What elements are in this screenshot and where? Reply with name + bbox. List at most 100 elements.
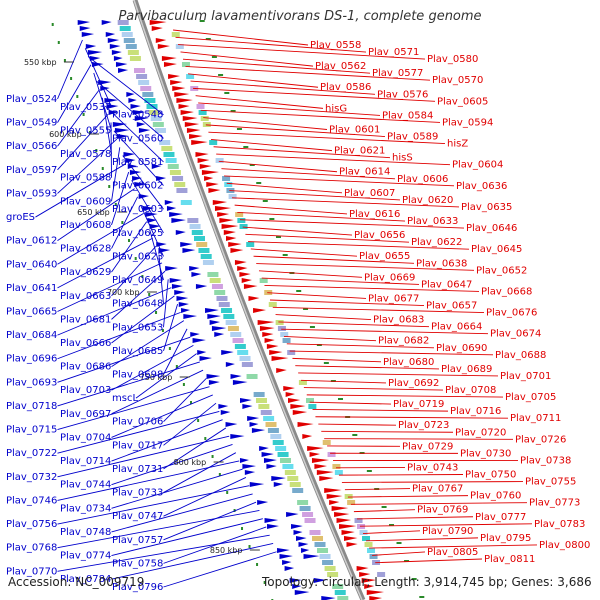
genome-summary: Topology: circular; Length: 3,914,745 bp… <box>262 575 592 589</box>
leader-line-forward <box>289 350 494 356</box>
forward-gene <box>336 518 352 523</box>
cog-block <box>369 554 378 559</box>
cog-block <box>241 362 253 367</box>
gene-label-forward: Plav_0580 <box>427 54 478 65</box>
forward-gene <box>206 182 219 187</box>
leader-line-forward <box>362 530 421 534</box>
leader-line-forward <box>256 263 475 271</box>
cog-block <box>146 104 158 109</box>
leader-line-forward <box>375 558 483 564</box>
leader-line-forward <box>283 336 377 342</box>
gene-label-reverse: Plav_0524 <box>6 94 57 105</box>
gene-label-reverse: Plav_0649 <box>112 275 163 286</box>
reverse-gene <box>273 482 284 487</box>
leader-line-forward <box>281 328 489 335</box>
gc-tick <box>189 401 192 404</box>
leader-line-forward <box>229 190 401 201</box>
gene-label-forward: Plav_0594 <box>442 117 493 128</box>
reverse-gene <box>206 374 221 379</box>
cog-block <box>332 584 344 589</box>
cog-block <box>171 32 180 37</box>
gc-tick <box>82 113 85 116</box>
forward-gene <box>359 572 371 577</box>
reverse-gene <box>166 206 177 211</box>
gene-label-reverse: Plav_0796 <box>112 582 163 593</box>
gene-label-reverse: Plav_0641 <box>6 283 57 294</box>
leader-line-forward <box>245 233 410 243</box>
forward-gene <box>214 206 232 211</box>
cog-block <box>121 32 133 37</box>
leader-line-forward <box>350 502 528 505</box>
cog-block <box>255 398 267 403</box>
forward-gene <box>356 566 369 571</box>
gene-label-forward: Plav_0652 <box>476 265 527 276</box>
cog-block <box>181 62 190 67</box>
forward-gene <box>319 476 334 481</box>
reverse-gene <box>293 530 303 535</box>
reverse-gene <box>107 38 120 43</box>
reverse-gene <box>138 128 151 133</box>
forward-gene <box>178 104 190 109</box>
gene-label-reverse: mscL <box>112 393 138 404</box>
gene-label-forward: Plav_0669 <box>364 272 415 283</box>
leader-line-reverse <box>111 196 139 249</box>
reverse-gene <box>209 320 221 325</box>
gene-label-reverse: Plav_0685 <box>112 346 163 357</box>
reverse-gene <box>197 350 207 355</box>
cog-block <box>324 566 336 571</box>
forward-gene <box>241 278 252 283</box>
gene-label-forward: Plav_0601 <box>329 124 380 135</box>
leader-line-reverse <box>163 551 277 588</box>
gene-label-forward: Plav_0558 <box>310 40 361 51</box>
reverse-gene <box>218 404 229 409</box>
leader-line-reverse <box>163 328 188 375</box>
reverse-gene <box>205 308 219 313</box>
gene-label-reverse: Plav_0757 <box>112 535 163 546</box>
reverse-gene <box>257 500 269 505</box>
leader-line-forward <box>318 423 397 426</box>
leader-line-forward <box>175 36 367 53</box>
reverse-gene <box>239 398 252 403</box>
gene-label-forward: Plav_0577 <box>372 68 423 79</box>
gene-label-reverse: Plav_0625 <box>112 228 163 239</box>
cog-block <box>232 338 244 343</box>
gene-label-forward: Plav_0584 <box>382 110 433 121</box>
forward-gene <box>276 368 287 373</box>
cog-block <box>322 440 331 445</box>
reverse-gene <box>251 428 266 433</box>
leader-line-reverse <box>57 39 83 100</box>
forward-gene <box>223 230 236 235</box>
cog-block <box>354 518 363 523</box>
forward-gene <box>346 542 358 547</box>
leader-line-reverse <box>111 419 223 462</box>
leader-line-reverse <box>163 526 267 564</box>
gene-label-reverse: Plav_0770 <box>6 566 57 577</box>
gene-label-forward: Plav_0701 <box>500 371 551 382</box>
gene-label-reverse: Plav_0734 <box>60 503 111 514</box>
gc-tick <box>269 218 275 220</box>
gene-label-forward: Plav_0708 <box>445 385 496 396</box>
reverse-gene <box>321 596 336 600</box>
cog-block <box>148 110 160 115</box>
cog-block <box>202 260 214 265</box>
forward-gene <box>290 404 306 409</box>
forward-gene <box>297 422 314 427</box>
reverse-gene <box>221 350 234 355</box>
forward-gene <box>366 590 385 595</box>
leader-line-forward <box>356 516 474 520</box>
cog-block <box>215 158 224 163</box>
cog-block <box>196 242 208 247</box>
forward-gene <box>174 92 190 97</box>
leader-line-reverse <box>35 163 126 218</box>
gene-label-reverse: Plav_0746 <box>6 495 57 506</box>
kbp-tick-label: 650 kbp <box>77 208 110 217</box>
gene-label-forward: Plav_0755 <box>525 477 576 488</box>
gene-label-reverse: Plav_0549 <box>6 118 57 129</box>
cog-block <box>227 326 239 331</box>
cog-block <box>119 26 131 31</box>
cog-block <box>196 104 205 109</box>
reverse-gene <box>192 338 206 343</box>
leader-line-forward <box>295 365 440 370</box>
cog-block <box>214 290 226 295</box>
